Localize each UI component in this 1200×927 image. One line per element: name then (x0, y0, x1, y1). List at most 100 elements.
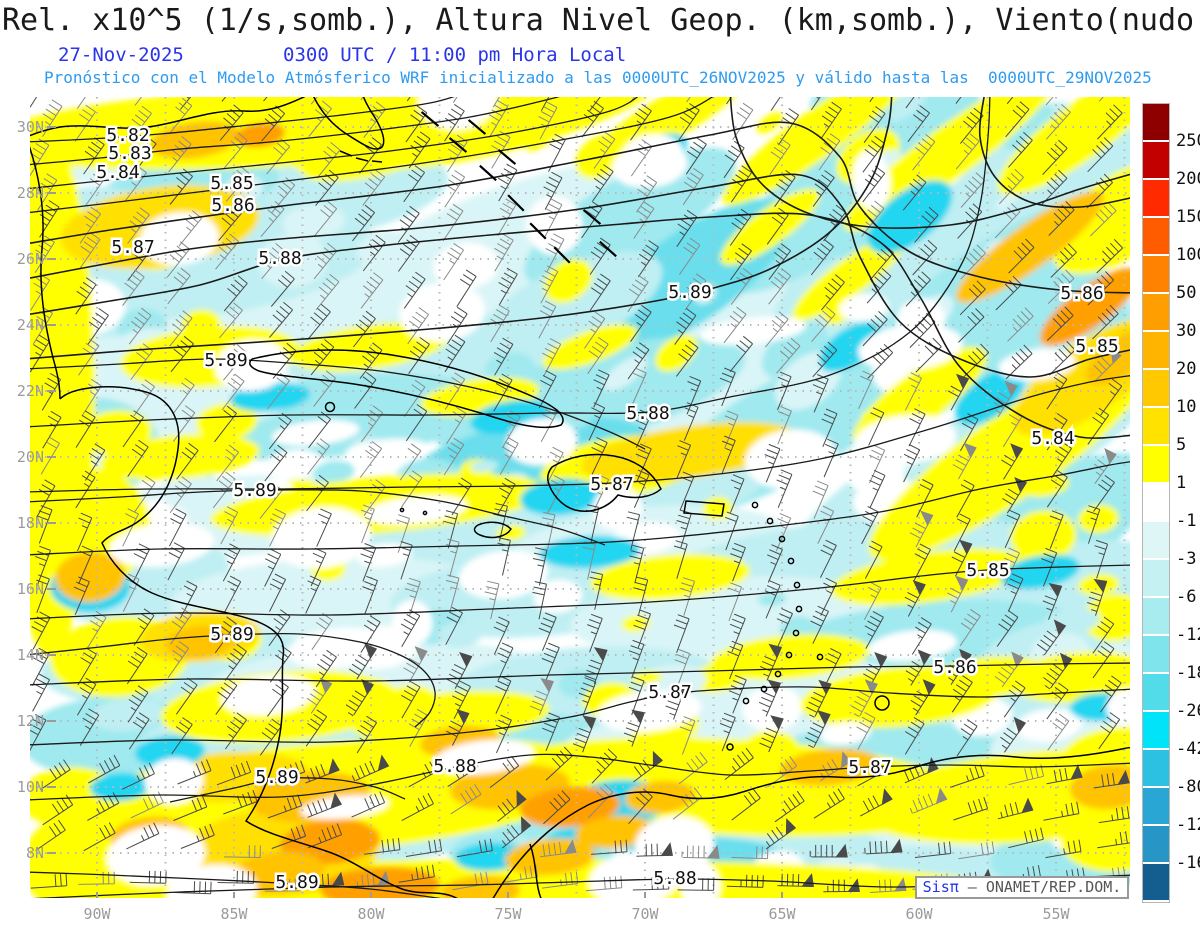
colorbar-tick-label: 250 (1176, 131, 1200, 151)
contour-label: 5.86 (211, 195, 254, 216)
contour-label: 5.87 (590, 474, 633, 495)
valid-time: 0300 UTC / 11:00 pm Hora Local (283, 44, 627, 66)
colorbar-segment (1143, 598, 1169, 636)
lat-label: 18N (16, 514, 44, 532)
geopotential-contours (30, 97, 1130, 898)
lon-label: 70W (631, 905, 659, 923)
run-date: 27-Nov-2025 (58, 44, 184, 66)
colorbar-segment (1143, 560, 1169, 598)
colorbar-segment (1143, 446, 1169, 484)
colorbar-segment (1143, 294, 1169, 332)
colorbar-segment (1143, 142, 1169, 180)
colorbar-tick-label: 10 (1176, 397, 1197, 417)
weather-map: 5.825.835.845.855.865.875.885.89 5.865.85… (30, 97, 1130, 898)
wind-barbs (30, 97, 1130, 895)
colorbar-tick-label: -1 (1176, 511, 1197, 531)
colorbar-segment (1143, 674, 1169, 712)
colorbar-segment (1143, 636, 1169, 674)
coastlines (30, 97, 1130, 898)
colorbar-tick-label: -26 (1176, 701, 1200, 721)
contour-label: 5.88 (626, 403, 669, 424)
contour-label: 5.88 (653, 868, 696, 889)
lat-label: 8N (25, 844, 44, 862)
contour-label: 5.85 (966, 560, 1009, 581)
contour-label: 5.83 (108, 143, 151, 164)
colorbar-segment (1143, 712, 1169, 750)
colorbar-segment (1143, 256, 1169, 294)
contour-label: 5.85 (1075, 336, 1118, 357)
contour-labels: 5.825.835.845.855.865.875.885.89 5.865.85… (94, 123, 1121, 896)
contour-label: 5.89 (210, 624, 253, 645)
colorbar-tick-label: -120 (1176, 815, 1200, 835)
lat-label: 20N (16, 448, 44, 466)
lat-label: 12N (16, 712, 44, 730)
colorbar-tick-label: -42 (1176, 739, 1200, 759)
colorbar-segment (1143, 788, 1169, 826)
colorbar-tick-label: -3 (1176, 549, 1197, 569)
lat-label: 10N (16, 778, 44, 796)
colorbar-segment (1143, 484, 1169, 522)
colorbar-segment (1143, 370, 1169, 408)
colorbar-segment (1143, 750, 1169, 788)
colorbar-tick-label: 30 (1176, 321, 1197, 341)
colorbar-segment (1143, 826, 1169, 864)
colorbar-tick-label: 200 (1176, 169, 1200, 189)
forecast-note: Pronóstico con el Modelo Atmósferico WRF… (44, 68, 1152, 87)
colorbar-segment (1143, 104, 1169, 142)
contour-label: 5.89 (255, 767, 298, 788)
colorbar-tick-label: 150 (1176, 207, 1200, 227)
contour-label: 5.87 (848, 757, 891, 778)
contour-label: 5.84 (96, 162, 139, 183)
colorbar-tick-label: 20 (1176, 359, 1197, 379)
colorbar-swatches (1142, 103, 1170, 903)
colorbar-tick-label: -160 (1176, 853, 1200, 873)
lat-label: 22N (16, 382, 44, 400)
colorbar-segment (1143, 408, 1169, 446)
contour-label: 5.89 (275, 872, 318, 893)
contour-label: 5.87 (111, 237, 154, 258)
contour-label: 5.85 (210, 173, 253, 194)
colorbar-segment (1143, 218, 1169, 256)
contour-label: 5.84 (1031, 428, 1074, 449)
colorbar-tick-label: 100 (1176, 245, 1200, 265)
chart-title: Rel. x10^5 (1/s,somb.), Altura Nivel Geo… (2, 3, 1195, 38)
contour-label: 5.86 (1060, 283, 1103, 304)
contour-label: 5.82 (106, 125, 149, 146)
lon-label: 65W (768, 905, 796, 923)
contour-label: 5.89 (204, 350, 247, 371)
axis-ticks (47, 126, 1057, 898)
lon-label: 60W (905, 905, 933, 923)
colorbar-tick-label: -6 (1176, 587, 1197, 607)
lat-label: 30N (16, 118, 44, 136)
lon-label: 55W (1042, 905, 1070, 923)
lon-label: 80W (357, 905, 385, 923)
contour-label: 5.88 (258, 248, 301, 269)
contour-label: 5.87 (648, 682, 691, 703)
colorbar-tick-label: -12 (1176, 625, 1200, 645)
watermark: Sisπ – ONAMET/REP.DOM. (915, 876, 1129, 899)
lat-label: 28N (16, 184, 44, 202)
colorbar-segment (1143, 332, 1169, 370)
lon-label: 90W (83, 905, 111, 923)
colorbar-segment (1143, 522, 1169, 560)
colorbar-tick-label: -18 (1176, 663, 1200, 683)
date-line: 27-Nov-2025 0300 UTC / 11:00 pm Hora Loc… (0, 44, 1200, 66)
watermark-org: – ONAMET/REP.DOM. (958, 878, 1122, 896)
lon-label: 85W (220, 905, 248, 923)
lat-label: 26N (16, 250, 44, 268)
colorbar-tick-label: 1 (1176, 473, 1187, 493)
colorbar-tick-label: 50 (1176, 283, 1197, 303)
lat-label: 14N (16, 646, 44, 664)
colorbar-segment (1143, 180, 1169, 218)
lat-label: 16N (16, 580, 44, 598)
colorbar-tick-label: -80 (1176, 777, 1200, 797)
colorbar-tick-label: 5 (1176, 435, 1187, 455)
contour-label: 5.88 (433, 756, 476, 777)
contour-label: 5.89 (668, 282, 711, 303)
watermark-brand: Sisπ (922, 878, 959, 896)
contour-label: 5.89 (233, 480, 276, 501)
colorbar-segment (1143, 864, 1169, 902)
contour-label: 5.86 (933, 657, 976, 678)
lon-label: 75W (494, 905, 522, 923)
